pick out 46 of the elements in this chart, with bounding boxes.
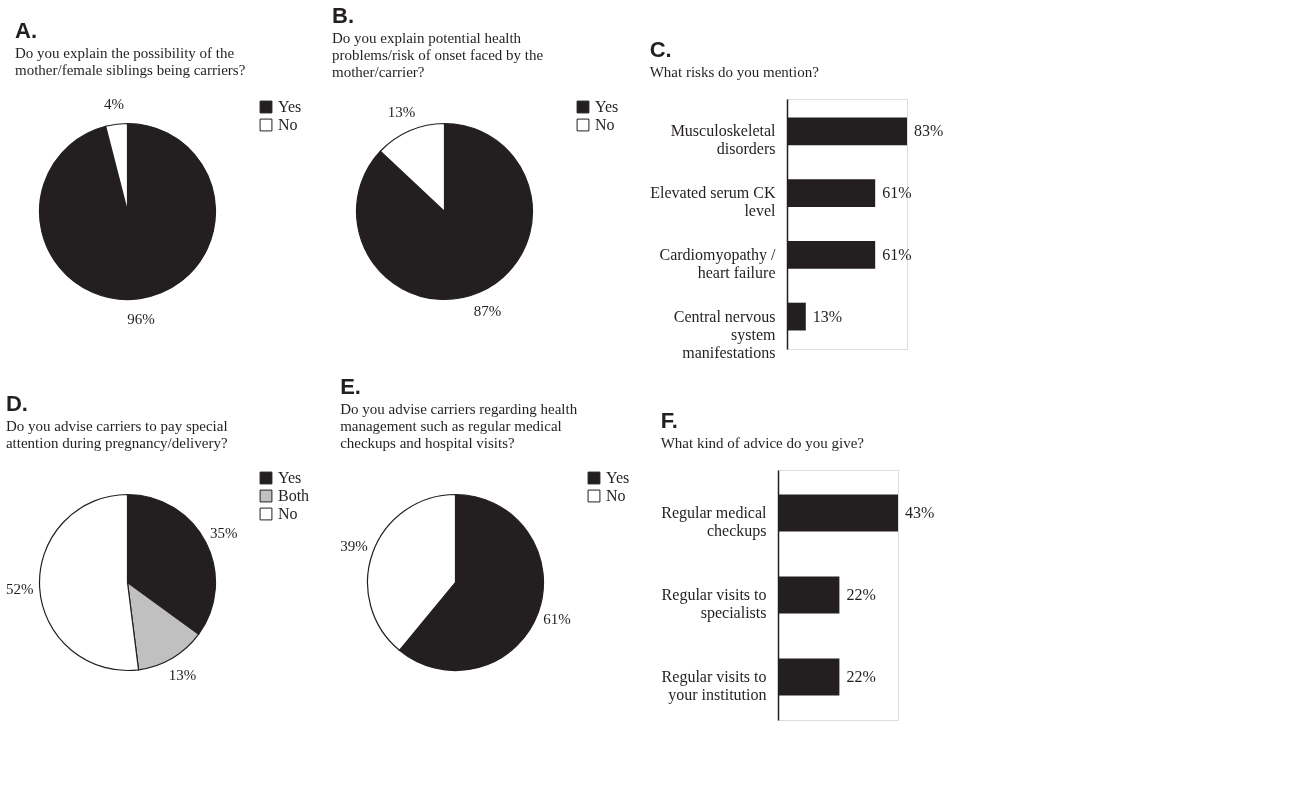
y-tick-label: Central nervous system manifestations [673, 307, 777, 361]
legend-label: Yes [606, 469, 630, 486]
data-label: 4% [103, 96, 124, 113]
data-label: 13% [387, 104, 416, 121]
data-label: 61% [543, 611, 571, 628]
y-tick-label: Regular visits to specialists [661, 586, 767, 622]
data-label: 61% [882, 184, 912, 202]
y-tick-label: Cardiomyopathy / heart failure [659, 245, 777, 281]
legend-label: Yes [278, 98, 302, 115]
data-label: 43% [905, 504, 935, 522]
y-tick-label: Regular medical checkups [661, 504, 768, 541]
chart-title: D. [5, 391, 28, 416]
chart-title: F. [660, 408, 678, 433]
chart-subtitle: Do you explain the possibility of the mother/female siblings being carriers? [15, 45, 246, 79]
chart-title: E. [340, 374, 361, 399]
legend-label: Yes [595, 98, 619, 115]
chart-subtitle: Do you advise carriers to pay special attention during pregnancy/delivery? [5, 418, 228, 451]
data-label: 13% [168, 667, 197, 684]
chart-title: C. [649, 37, 672, 62]
data-label: 52% [5, 581, 34, 598]
chart-title: A. [15, 18, 37, 44]
chart-subtitle: Do you explain potential health problems/risk of onset faced by the mother/carrier? [332, 30, 544, 80]
data-label: 22% [846, 667, 876, 685]
chart-title: B. [332, 3, 354, 28]
legend-label: No [278, 505, 298, 522]
chart-subtitle: What risks do you mention? [649, 64, 820, 80]
y-tick-label: Regular visits to your institution [661, 667, 767, 704]
data-label: 39% [340, 537, 368, 554]
pie-slice [38, 122, 217, 300]
data-label: 96% [127, 310, 155, 327]
data-label: 35% [209, 525, 238, 542]
legend-label: Both [278, 487, 310, 504]
data-label: 61% [882, 245, 912, 263]
data-label: 13% [812, 307, 843, 325]
y-tick-label: Musculoskeletal disorders [670, 122, 777, 158]
data-label: 22% [846, 586, 876, 603]
y-tick-label: Elevated serum CK level [650, 184, 777, 220]
legend-label: Yes [278, 469, 302, 486]
chart-subtitle: Do you advise carriers regarding health management such as regular medical checkups and hospital visits? [340, 401, 578, 451]
legend-label: No [595, 116, 615, 133]
legend-label: No [606, 487, 626, 504]
data-label: 83% [914, 122, 944, 140]
legend-label: No [278, 116, 298, 133]
chart-subtitle: What kind of advice do you give? [660, 435, 865, 451]
pie-slice [355, 122, 534, 301]
data-label: 87% [473, 302, 502, 319]
